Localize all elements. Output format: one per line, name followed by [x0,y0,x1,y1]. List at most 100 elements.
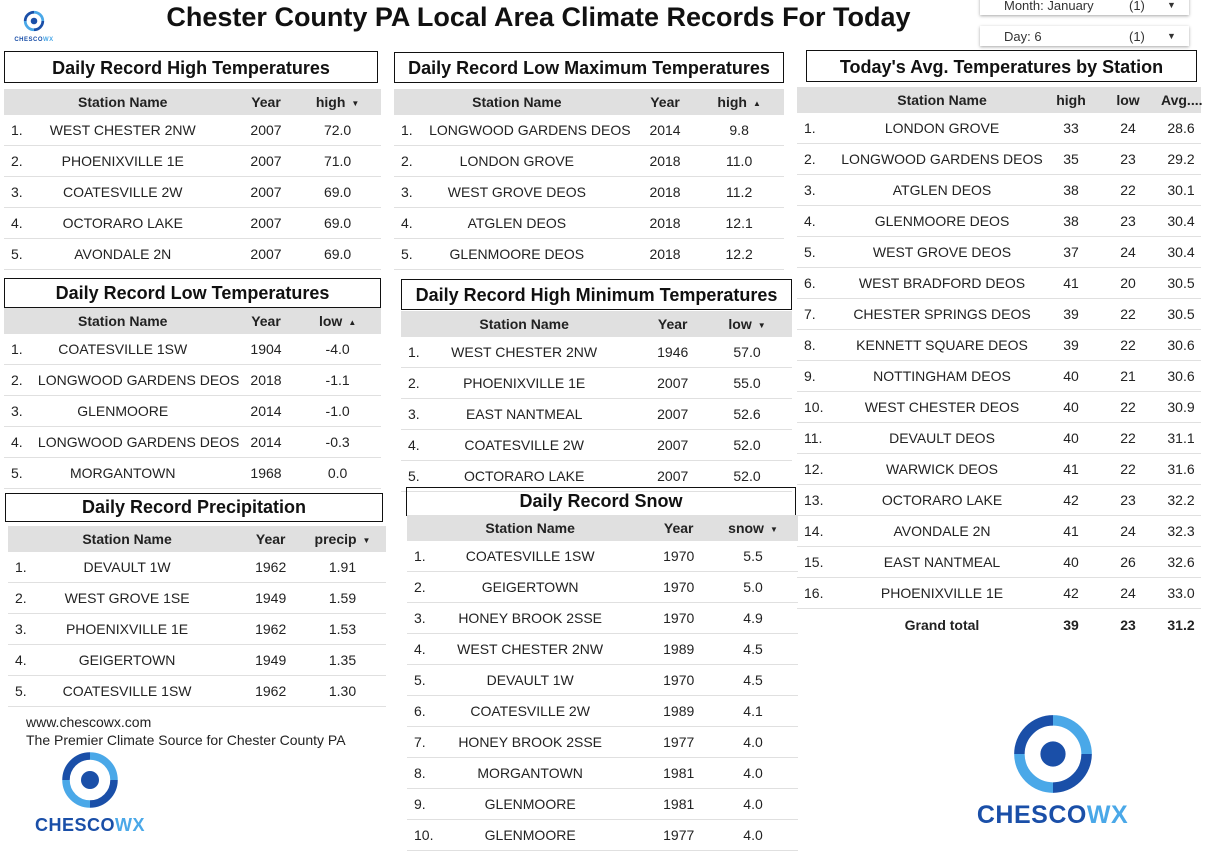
month-filter-value: January [1047,0,1094,13]
avg: 30.5 [1167,275,1195,291]
column-header-value[interactable]: high ▲ [706,94,772,110]
small-logo: CHESCOWX [14,10,54,43]
value: 4.0 [743,734,763,750]
avg: 30.9 [1167,399,1195,415]
website-link[interactable]: www.chescowx.com [26,714,152,730]
column-header-station[interactable]: Station Name [78,94,168,110]
sort-arrow-icon: ▼ [351,98,360,108]
column-header-value[interactable]: snow ▼ [720,520,786,536]
table-row: 15. EAST NANTMEAL 40 26 32.6 [797,547,1201,578]
station-name: DEVAULT 1W [83,559,171,575]
column-header-year[interactable]: Year [251,94,281,110]
year: 1949 [255,652,287,668]
station-name: COATESVILLE 1SW [465,548,595,564]
column-header-station[interactable]: Station Name [897,92,987,108]
table-row: 12. WARWICK DEOS 41 22 31.6 [797,454,1201,485]
low: 22 [1120,337,1136,353]
row-rank: 10. [804,399,824,415]
year: 1977 [663,734,695,750]
panel-title: Daily Record Low Maximum Temperatures [394,52,784,83]
station-name: ATGLEN DEOS [892,182,992,198]
column-header-station[interactable]: Station Name [78,313,168,329]
column-header-value[interactable]: low ▲ [306,313,370,329]
table-row: 3. EAST NANTMEAL 2007 52.6 [401,399,792,430]
row-rank: 5. [804,244,816,260]
total-high: 39 [1063,616,1079,633]
station-name: MORGANTOWN [69,465,176,481]
row-rank: 3. [804,182,816,198]
day-filter[interactable]: Day: 6 (1) ▼ [980,26,1189,46]
year: 1904 [250,341,282,357]
row-rank: 2. [804,151,816,167]
low: 22 [1120,306,1136,322]
total-label: Grand total [904,616,980,633]
high: 41 [1063,275,1079,291]
row-rank: 4. [401,215,413,231]
column-header-value-label: precip [314,531,357,547]
column-header-value[interactable]: high ▼ [306,94,370,110]
swirl-logo-icon [23,10,45,32]
row-rank: 3. [401,184,413,200]
high: 42 [1063,585,1079,601]
station-name: WEST CHESTER 2NW [451,344,598,360]
column-header-year[interactable]: Year [251,313,281,329]
low: 21 [1120,368,1136,384]
value: 52.0 [733,468,761,484]
column-header-year[interactable]: Year [663,520,694,536]
row-rank: 6. [804,275,816,291]
panel-title: Daily Record High Minimum Temperatures [401,279,792,310]
row-rank: 11. [804,430,823,446]
row-rank: 4. [11,215,23,231]
avg: 32.6 [1167,554,1195,570]
table-row: 3. PHOENIXVILLE 1E 1962 1.53 [8,614,386,645]
column-header-station[interactable]: Station Name [472,94,562,110]
value: 1.30 [328,683,357,699]
avg: 31.1 [1167,430,1195,446]
column-header-high[interactable]: high [1056,92,1086,108]
column-header-year[interactable]: Year [657,316,688,332]
value: 52.6 [733,406,761,422]
table-row: 2. PHOENIXVILLE 1E 2007 71.0 [4,146,381,177]
low: 22 [1120,399,1136,415]
table-row: 5. WEST GROVE DEOS 37 24 30.4 [797,237,1201,268]
value: 55.0 [733,375,761,391]
table-row: 5. AVONDALE 2N 2007 69.0 [4,239,381,270]
year: 2007 [657,406,689,422]
year: 1949 [255,590,287,606]
avg: 32.3 [1167,523,1195,539]
lowmax-panel: Daily Record Low Maximum Temperatures Sta… [394,52,784,270]
column-header-year[interactable]: Year [255,531,286,547]
station-name: AVONDALE 2N [893,523,991,539]
column-header-year[interactable]: Year [650,94,680,110]
month-filter[interactable]: Month: January (1) ▼ [980,0,1189,15]
row-rank: 1. [11,122,23,138]
column-header-low[interactable]: low [1116,92,1140,108]
table-row: 6. WEST BRADFORD DEOS 41 20 30.5 [797,268,1201,299]
column-header-avg[interactable]: Avg.... [1161,92,1203,108]
station-name: GLENMOORE DEOS [874,213,1010,229]
column-header-station[interactable]: Station Name [479,316,569,332]
station-name: OCTORARO LAKE [881,492,1003,508]
table-row: 4. OCTORARO LAKE 2007 69.0 [4,208,381,239]
year: 2007 [250,184,282,200]
table-row: 10. WEST CHESTER DEOS 40 22 30.9 [797,392,1201,423]
station-name: WEST GROVE 1SE [64,590,190,606]
year: 2018 [250,372,282,388]
station-name: GLENMOORE [484,796,576,812]
year: 1981 [663,765,695,781]
total-low: 23 [1120,616,1136,633]
column-header-value[interactable]: precip ▼ [310,531,374,547]
panel-title: Daily Record Precipitation [5,493,383,522]
row-rank: 3. [408,406,420,422]
column-header-station[interactable]: Station Name [485,520,575,536]
station-name: HONEY BROOK 2SSE [458,734,602,750]
year: 1970 [663,548,695,564]
column-header-station[interactable]: Station Name [82,531,172,547]
station-name: LONDON GROVE [459,153,575,169]
column-header-value[interactable]: low ▼ [714,316,780,332]
swirl-logo-icon [1013,715,1092,793]
low: 24 [1120,120,1136,136]
row-rank: 5. [15,683,27,699]
month-filter-count: (1) [1129,0,1145,13]
table-row: 4. ATGLEN DEOS 2018 12.1 [394,208,784,239]
